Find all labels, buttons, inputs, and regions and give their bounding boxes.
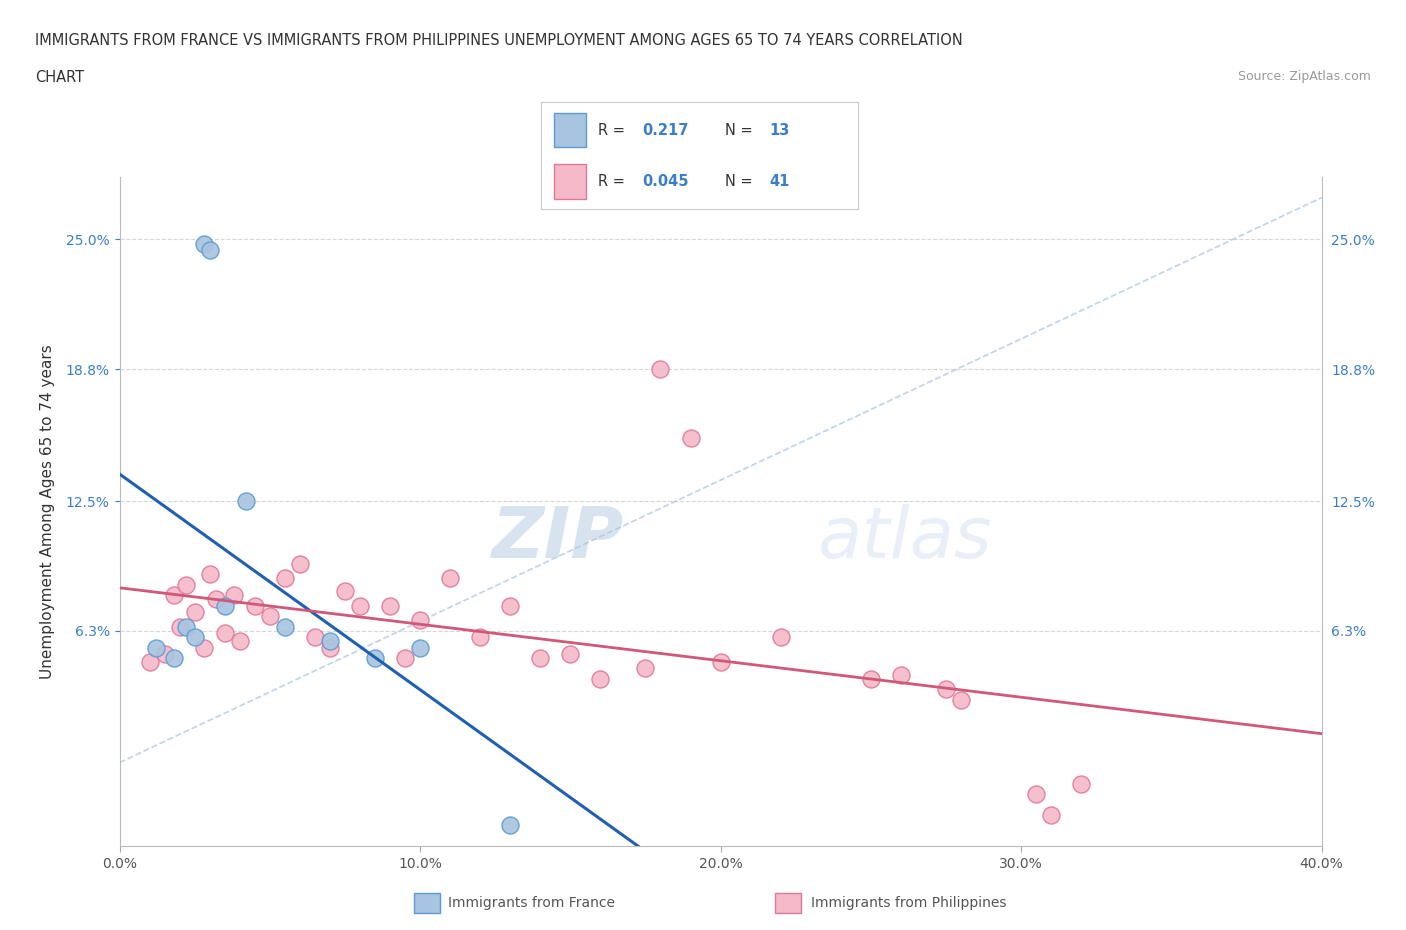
Point — [319, 634, 342, 649]
Text: IMMIGRANTS FROM FRANCE VS IMMIGRANTS FROM PHILIPPINES UNEMPLOYMENT AMONG AGES 65: IMMIGRANTS FROM FRANCE VS IMMIGRANTS FRO… — [35, 33, 963, 47]
Text: N =: N = — [725, 123, 756, 138]
Point — [138, 655, 160, 670]
Point — [169, 619, 191, 634]
Point — [499, 818, 522, 833]
Point — [183, 604, 205, 619]
Point — [259, 609, 281, 624]
Point — [274, 571, 297, 586]
Point — [1070, 776, 1092, 790]
Text: Immigrants from Philippines: Immigrants from Philippines — [811, 897, 1007, 910]
Point — [304, 630, 326, 644]
Point — [859, 671, 882, 686]
Point — [634, 661, 657, 676]
Text: N =: N = — [725, 174, 756, 189]
Point — [679, 431, 702, 445]
Point — [470, 630, 492, 644]
Point — [394, 651, 416, 666]
Point — [499, 598, 522, 613]
Point — [183, 630, 205, 644]
Text: CHART: CHART — [35, 70, 84, 85]
Point — [198, 243, 221, 258]
Text: Immigrants from France: Immigrants from France — [447, 897, 614, 910]
Y-axis label: Unemployment Among Ages 65 to 74 years: Unemployment Among Ages 65 to 74 years — [39, 344, 55, 679]
Point — [935, 682, 957, 697]
Point — [709, 655, 731, 670]
Point — [214, 598, 236, 613]
Point — [890, 668, 912, 683]
Point — [204, 592, 226, 607]
Point — [162, 651, 184, 666]
Point — [193, 640, 215, 655]
Text: 0.217: 0.217 — [643, 123, 689, 138]
Point — [349, 598, 371, 613]
Point — [409, 640, 432, 655]
FancyBboxPatch shape — [554, 113, 586, 147]
Point — [1025, 787, 1047, 802]
Point — [364, 651, 387, 666]
Point — [529, 651, 551, 666]
Text: Source: ZipAtlas.com: Source: ZipAtlas.com — [1237, 70, 1371, 83]
Point — [145, 640, 167, 655]
Text: 13: 13 — [769, 123, 789, 138]
FancyBboxPatch shape — [554, 165, 586, 199]
Point — [439, 571, 461, 586]
Point — [333, 584, 356, 599]
FancyBboxPatch shape — [413, 893, 440, 913]
Point — [193, 236, 215, 251]
Text: atlas: atlas — [817, 504, 991, 573]
Point — [319, 640, 342, 655]
Point — [174, 578, 197, 592]
Point — [162, 588, 184, 603]
Point — [769, 630, 792, 644]
Point — [228, 634, 252, 649]
Point — [560, 646, 582, 661]
Point — [174, 619, 197, 634]
Text: R =: R = — [599, 123, 630, 138]
Point — [1040, 807, 1063, 822]
Point — [214, 626, 236, 641]
Point — [378, 598, 401, 613]
Point — [274, 619, 297, 634]
Point — [222, 588, 245, 603]
Point — [198, 567, 221, 582]
Point — [235, 494, 257, 509]
Point — [650, 362, 672, 377]
Point — [950, 693, 973, 708]
FancyBboxPatch shape — [775, 893, 801, 913]
Point — [589, 671, 612, 686]
Point — [288, 556, 311, 571]
Text: 41: 41 — [769, 174, 789, 189]
Point — [409, 613, 432, 628]
Text: 0.045: 0.045 — [643, 174, 689, 189]
Text: ZIP: ZIP — [492, 504, 624, 573]
Point — [243, 598, 266, 613]
Text: R =: R = — [599, 174, 630, 189]
Point — [153, 646, 176, 661]
